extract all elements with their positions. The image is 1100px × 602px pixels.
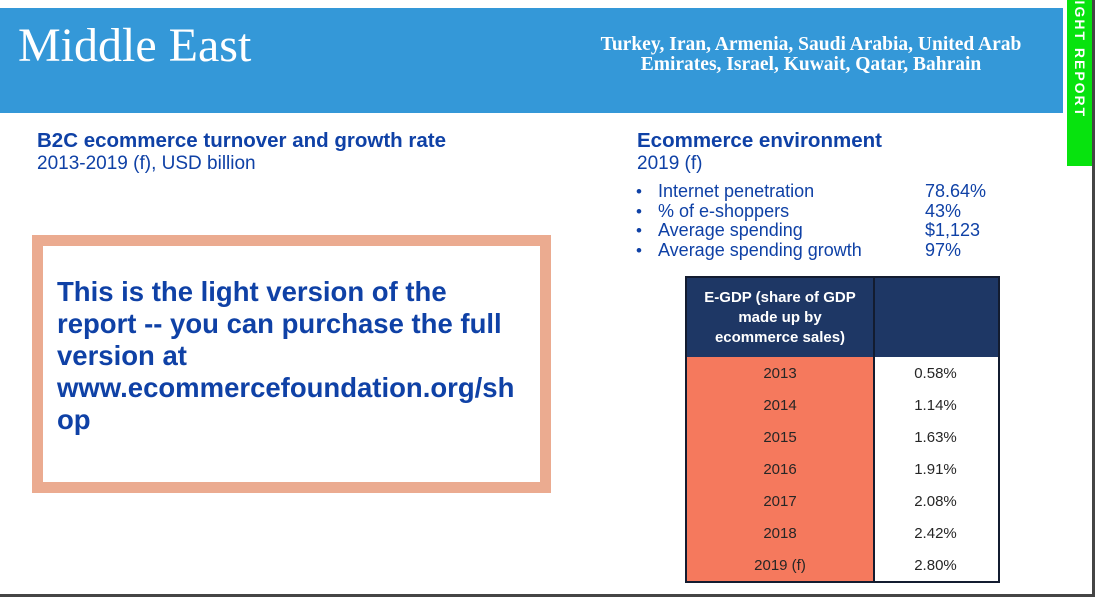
- egdp-year-cell: 2014: [687, 389, 873, 421]
- egdp-value-cell: 0.58%: [873, 357, 996, 389]
- stat-label: Average spending growth: [658, 239, 862, 260]
- light-report-ribbon: LIGHT REPORT: [1067, 0, 1092, 166]
- stat-value: 43%: [925, 200, 962, 221]
- egdp-value-cell: 1.14%: [873, 389, 996, 421]
- right-section-heading: Ecommerce environment: [637, 129, 882, 152]
- page-title: Middle East: [18, 19, 252, 72]
- egdp-year-cell: 2018: [687, 517, 873, 549]
- table-row: 2014 1.14%: [687, 389, 998, 421]
- egdp-table-body: 2013 0.58% 2014 1.14% 2015 1.63% 2016 1.91% 2017…: [687, 357, 998, 581]
- stat-value: 97%: [925, 239, 962, 260]
- egdp-table-header: E-GDP (share of GDP made up by ecommerce…: [687, 278, 998, 357]
- stat-row: • Average spending $1,123: [636, 220, 986, 241]
- egdp-year-cell: 2016: [687, 453, 873, 485]
- egdp-table-header-spacer: [873, 278, 996, 357]
- egdp-value-cell: 2.80%: [873, 549, 996, 581]
- bullet-icon: •: [636, 182, 642, 201]
- stat-row: • % of e-shoppers 43%: [636, 200, 986, 222]
- left-section-subheading: 2013-2019 (f), USD billion: [37, 153, 256, 174]
- header-banner: Middle East Turkey, Iran, Armenia, Saudi…: [0, 8, 1063, 113]
- bullet-icon: •: [636, 240, 642, 260]
- egdp-value-cell: 1.91%: [873, 453, 996, 485]
- light-version-notice-box: This is the light version of the report …: [32, 235, 551, 493]
- light-version-notice-text: This is the light version of the report …: [57, 276, 515, 435]
- left-section-heading: B2C ecommerce turnover and growth rate: [37, 129, 446, 152]
- egdp-table: E-GDP (share of GDP made up by ecommerce…: [685, 276, 1000, 583]
- table-row: 2017 2.08%: [687, 485, 998, 517]
- table-row: 2019 (f) 2.80%: [687, 549, 998, 581]
- bullet-icon: •: [636, 201, 642, 221]
- stat-value: 78.64%: [925, 181, 987, 201]
- egdp-year-cell: 2015: [687, 421, 873, 453]
- page-edge-right: [1092, 0, 1095, 597]
- table-row: 2015 1.63%: [687, 421, 998, 453]
- egdp-table-title: E-GDP (share of GDP made up by ecommerce…: [704, 288, 856, 346]
- right-section-subheading: 2019 (f): [637, 153, 703, 174]
- stat-row: • Internet penetration 78.64%: [636, 181, 987, 202]
- egdp-year-cell: 2017: [687, 485, 873, 517]
- stat-row: • Average spending growth 97%: [636, 239, 986, 261]
- stat-value: $1,123: [925, 220, 981, 240]
- region-countries: Turkey, Iran, Armenia, Saudi Arabia, Uni…: [600, 34, 1022, 75]
- ecommerce-stats-list: • Internet penetration 78.64% • % of e-shopp…: [636, 181, 987, 261]
- stat-label: % of e-shoppers: [658, 200, 790, 221]
- stat-label: Internet penetration: [658, 181, 815, 201]
- page-edge-bottom: [0, 594, 1095, 597]
- egdp-value-cell: 2.42%: [873, 517, 996, 549]
- table-row: 2018 2.42%: [687, 517, 998, 549]
- egdp-year-cell: 2013: [687, 357, 873, 389]
- bullet-icon: •: [636, 221, 642, 240]
- table-row: 2016 1.91%: [687, 453, 998, 485]
- stat-label: Average spending: [658, 220, 803, 240]
- egdp-value-cell: 1.63%: [873, 421, 996, 453]
- egdp-year-cell: 2019 (f): [687, 549, 873, 581]
- light-report-ribbon-label: LIGHT REPORT: [1072, 0, 1088, 119]
- egdp-value-cell: 2.08%: [873, 485, 996, 517]
- table-row: 2013 0.58%: [687, 357, 998, 389]
